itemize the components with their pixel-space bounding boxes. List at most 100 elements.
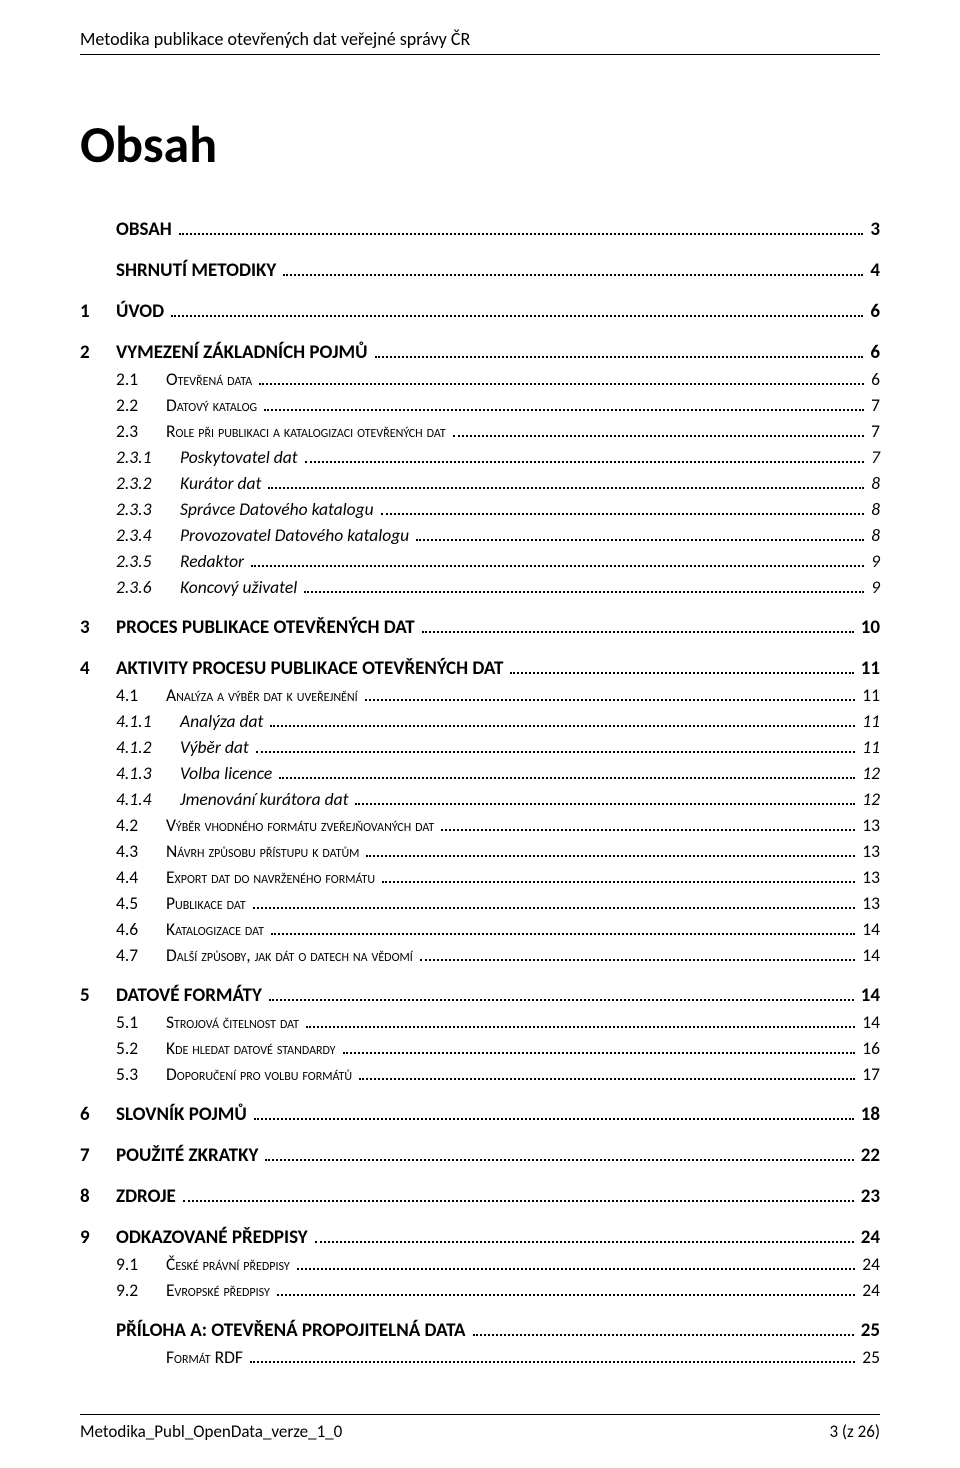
toc-entry-page: 6 bbox=[867, 368, 880, 390]
toc-entry-number: 2.3.6 bbox=[116, 576, 180, 598]
toc-leader-dots bbox=[304, 581, 864, 594]
toc-leader-dots bbox=[183, 1189, 854, 1202]
toc-entry-page: 18 bbox=[857, 1103, 880, 1126]
toc-leader-dots bbox=[306, 1016, 855, 1029]
toc-entry[interactable]: SHRNUTÍ METODIKY4 bbox=[80, 259, 880, 282]
toc-entry-page: 4 bbox=[866, 259, 880, 282]
toc-entry-page: 11 bbox=[858, 710, 880, 732]
toc-entry[interactable]: 4.1Analýza a výběr dat k uveřejnění11 bbox=[80, 684, 880, 706]
toc-entry[interactable]: 2.3.1Poskytovatel dat7 bbox=[80, 446, 880, 468]
toc-entry-label: ÚVOD bbox=[116, 300, 168, 323]
toc-leader-dots bbox=[268, 477, 864, 490]
toc-entry-number: 1 bbox=[80, 300, 116, 323]
toc-entry-page: 12 bbox=[858, 762, 880, 784]
toc-entry-label: OBSAH bbox=[116, 218, 176, 241]
toc-entry-label: Analýza dat bbox=[180, 710, 267, 732]
toc-entry[interactable]: 7POUŽITÉ ZKRATKY22 bbox=[80, 1144, 880, 1167]
toc-entry[interactable]: 2.3.2Kurátor dat8 bbox=[80, 472, 880, 494]
toc-entry[interactable]: 3PROCES PUBLIKACE OTEVŘENÝCH DAT10 bbox=[80, 616, 880, 639]
toc-entry-page: 8 bbox=[867, 498, 880, 520]
toc-leader-dots bbox=[375, 345, 864, 358]
toc-entry-number: 4.1 bbox=[116, 684, 166, 706]
toc-leader-dots bbox=[365, 689, 856, 702]
toc-entry-label: VYMEZENÍ ZÁKLADNÍCH POJMŮ bbox=[116, 341, 372, 364]
toc-entry[interactable]: 4.1.3Volba licence12 bbox=[80, 762, 880, 784]
toc-leader-dots bbox=[441, 819, 855, 832]
toc-entry-page: 14 bbox=[858, 1011, 880, 1033]
footer-right: 3 (z 26) bbox=[829, 1421, 880, 1442]
toc-entry-number: 2.3.2 bbox=[116, 472, 180, 494]
toc-entry[interactable]: 4.4Export dat do navrženého formátu13 bbox=[80, 866, 880, 888]
toc-entry[interactable]: 5.2Kde hledat datové standardy16 bbox=[80, 1037, 880, 1059]
toc-entry[interactable]: 4AKTIVITY PROCESU PUBLIKACE OTEVŘENÝCH D… bbox=[80, 657, 880, 680]
toc-entry[interactable]: 2.2Datový katalog7 bbox=[80, 394, 880, 416]
toc-leader-dots bbox=[270, 715, 855, 728]
toc-leader-dots bbox=[256, 741, 856, 754]
toc-entry-label: SLOVNÍK POJMŮ bbox=[116, 1103, 251, 1126]
toc-entry-number: 2.3.3 bbox=[116, 498, 180, 520]
document-page: Metodika publikace otevřených dat veřejn… bbox=[0, 0, 960, 1468]
toc-entry-label: ZDROJE bbox=[116, 1185, 180, 1208]
toc-entry-label: Správce Datového katalogu bbox=[180, 498, 378, 520]
toc-entry[interactable]: 4.7Další způsoby, jak dát o datech na vě… bbox=[80, 944, 880, 966]
toc-leader-dots bbox=[343, 1042, 856, 1055]
toc-leader-dots bbox=[422, 620, 854, 633]
toc-entry-label: Analýza a výběr dat k uveřejnění bbox=[166, 684, 362, 706]
toc-entry[interactable]: 2.3.6Koncový uživatel9 bbox=[80, 576, 880, 598]
toc-entry-label: Katalogizace dat bbox=[166, 918, 268, 940]
toc-leader-dots bbox=[510, 661, 853, 674]
toc-entry-page: 7 bbox=[867, 420, 880, 442]
toc-entry[interactable]: 2.3.5Redaktor9 bbox=[80, 550, 880, 572]
toc-entry-number: 5.1 bbox=[116, 1011, 166, 1033]
toc-entry[interactable]: 2.3.4Provozovatel Datového katalogu8 bbox=[80, 524, 880, 546]
toc-entry-label: Role při publikaci a katalogizaci otevře… bbox=[166, 420, 450, 442]
toc-leader-dots bbox=[179, 222, 864, 235]
toc-entry[interactable]: 4.5Publikace dat13 bbox=[80, 892, 880, 914]
toc-leader-dots bbox=[315, 1230, 854, 1243]
toc-entry[interactable]: 5DATOVÉ FORMÁTY14 bbox=[80, 984, 880, 1007]
toc-entry[interactable]: 8ZDROJE 23 bbox=[80, 1185, 880, 1208]
toc-entry[interactable]: 2.3Role při publikaci a katalogizaci ote… bbox=[80, 420, 880, 442]
toc-entry[interactable]: 5.1Strojová čitelnost dat14 bbox=[80, 1011, 880, 1033]
toc-entry[interactable]: 4.1.2Výběr dat11 bbox=[80, 736, 880, 758]
toc-entry-label: Další způsoby, jak dát o datech na vědom… bbox=[166, 944, 417, 966]
toc-entry-page: 7 bbox=[867, 446, 880, 468]
toc-entry-number: 7 bbox=[80, 1144, 116, 1167]
toc-entry-number: 4.2 bbox=[116, 814, 166, 836]
toc-entry[interactable]: 4.1.1Analýza dat11 bbox=[80, 710, 880, 732]
toc-entry-label: Export dat do navrženého formátu bbox=[166, 866, 379, 888]
toc-entry-page: 23 bbox=[857, 1185, 880, 1208]
toc-leader-dots bbox=[305, 451, 865, 464]
toc-entry-number: 2.1 bbox=[116, 368, 166, 390]
toc-entry[interactable]: 4.2Výběr vhodného formátu zveřejňovaných… bbox=[80, 814, 880, 836]
toc-entry[interactable]: PŘÍLOHA A: OTEVŘENÁ PROPOJITELNÁ DATA25 bbox=[80, 1319, 880, 1342]
toc-entry[interactable]: 2.3.3Správce Datového katalogu 8 bbox=[80, 498, 880, 520]
toc-entry-number: 8 bbox=[80, 1185, 116, 1208]
toc-entry[interactable]: 2VYMEZENÍ ZÁKLADNÍCH POJMŮ6 bbox=[80, 341, 880, 364]
toc-entry[interactable]: 4.6Katalogizace dat14 bbox=[80, 918, 880, 940]
toc-leader-dots bbox=[473, 1323, 854, 1336]
toc-entry[interactable]: 5.3Doporučení pro volbu formátů17 bbox=[80, 1063, 880, 1085]
toc-entry[interactable]: Formát RDF25 bbox=[80, 1346, 880, 1368]
toc-entry[interactable]: 6SLOVNÍK POJMŮ18 bbox=[80, 1103, 880, 1126]
toc-entry-number: 4.1.3 bbox=[116, 762, 180, 784]
toc-entry-page: 14 bbox=[858, 944, 880, 966]
toc-entry[interactable]: 2.1Otevřená data6 bbox=[80, 368, 880, 390]
toc-entry[interactable]: 9.2Evropské předpisy24 bbox=[80, 1279, 880, 1301]
toc-entry-label: PROCES PUBLIKACE OTEVŘENÝCH DAT bbox=[116, 616, 419, 639]
toc-entry-number: 4.1.2 bbox=[116, 736, 180, 758]
toc-leader-dots bbox=[271, 923, 855, 936]
toc-entry-label: Jmenování kurátora dat bbox=[180, 788, 352, 810]
toc-entry[interactable]: OBSAH3 bbox=[80, 218, 880, 241]
toc-entry-page: 12 bbox=[858, 788, 880, 810]
toc-entry[interactable]: 4.3Návrh způsobu přístupu k datům13 bbox=[80, 840, 880, 862]
toc-entry-number: 4.5 bbox=[116, 892, 166, 914]
toc-entry-number: 2.3.4 bbox=[116, 524, 180, 546]
toc-entry[interactable]: 4.1.4Jmenování kurátora dat12 bbox=[80, 788, 880, 810]
toc-entry-number: 4.3 bbox=[116, 840, 166, 862]
toc-leader-dots bbox=[453, 425, 864, 438]
toc-entry[interactable]: 9.1České právní předpisy24 bbox=[80, 1253, 880, 1275]
toc-entry[interactable]: 9ODKAZOVANÉ PŘEDPISY24 bbox=[80, 1226, 880, 1249]
toc-entry-page: 8 bbox=[867, 472, 880, 494]
toc-entry[interactable]: 1ÚVOD6 bbox=[80, 300, 880, 323]
